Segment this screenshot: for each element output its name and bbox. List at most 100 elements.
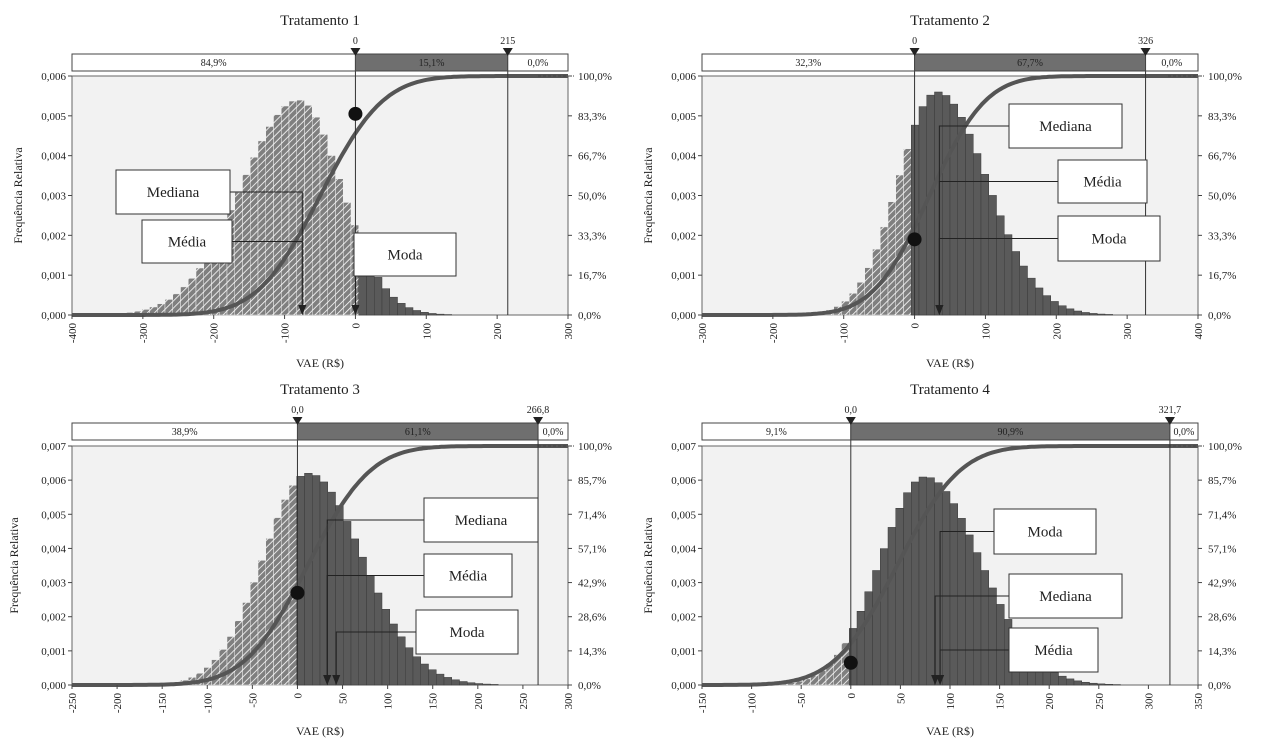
chart-title: Tratamento 3	[280, 382, 360, 398]
y-tick-label: 0,006	[41, 475, 66, 487]
band-label: 38,9%	[172, 427, 198, 438]
marker-label: 0,0	[845, 405, 858, 416]
x-tick-label: 250	[1094, 693, 1106, 710]
histogram-bar	[973, 553, 981, 685]
chart-title: Tratamento 1	[280, 13, 360, 29]
y-tick-label: 0,006	[671, 475, 696, 487]
y2-tick-label: 50,0%	[578, 191, 606, 203]
y2-tick-label: 100,0%	[1208, 441, 1242, 453]
y2-tick-label: 85,7%	[1208, 475, 1236, 487]
y-tick-label: 0,004	[41, 151, 66, 163]
annotation-label: Média	[1083, 175, 1122, 191]
histogram-bar	[305, 473, 313, 685]
cdf-point	[290, 586, 304, 600]
histogram-bar	[351, 539, 359, 685]
cdf-point	[844, 656, 858, 670]
annotation-label: Moda	[450, 625, 485, 641]
histogram-bar	[374, 277, 382, 315]
x-tick-label: 100	[383, 693, 395, 710]
histogram-bar	[1090, 313, 1098, 315]
histogram-bar	[320, 134, 328, 315]
x-tick-label: -250	[67, 693, 79, 714]
x-tick-label: -100	[280, 323, 292, 344]
histogram-bar	[942, 95, 950, 315]
histogram-bar	[421, 312, 429, 315]
y2-tick-label: 57,1%	[578, 543, 606, 555]
histogram-bar	[235, 192, 243, 315]
y-tick-label: 0,007	[41, 441, 66, 453]
y2-tick-label: 33,3%	[1208, 230, 1236, 242]
histogram-bar	[927, 95, 935, 315]
y-tick-label: 0,000	[671, 680, 696, 692]
histogram-bar	[950, 504, 958, 685]
histogram-bar	[165, 299, 173, 315]
histogram-bar	[950, 104, 958, 315]
y2-tick-label: 50,0%	[1208, 191, 1236, 203]
x-tick-label: 250	[518, 693, 530, 710]
histogram-bar	[444, 677, 452, 685]
y2-tick-label: 28,6%	[1208, 612, 1236, 624]
y-tick-label: 0,001	[41, 646, 66, 658]
x-tick-label: 150	[995, 693, 1007, 710]
histogram-bar	[942, 491, 950, 685]
histogram-bar	[989, 195, 997, 315]
histogram-bar	[1059, 676, 1067, 685]
histogram-bar	[274, 518, 282, 685]
histogram-bar	[896, 508, 904, 685]
x-axis-label: VAE (R$)	[926, 356, 974, 370]
histogram-bar	[390, 297, 398, 315]
histogram-bar	[173, 294, 181, 315]
y2-tick-label: 0,0%	[1208, 310, 1231, 322]
histogram-bar	[460, 682, 468, 685]
histogram-bar	[935, 483, 943, 685]
y-tick-label: 0,005	[671, 509, 696, 521]
marker-label: 321,7	[1159, 405, 1182, 416]
y2-tick-label: 42,9%	[578, 578, 606, 590]
y2-tick-label: 57,1%	[1208, 543, 1236, 555]
y-tick-label: 0,002	[41, 612, 66, 624]
y2-tick-label: 33,3%	[578, 230, 606, 242]
x-tick-label: 50	[338, 693, 350, 705]
band-label: 67,7%	[1017, 58, 1043, 69]
histogram-bar	[1059, 306, 1067, 315]
histogram-bar	[374, 593, 382, 685]
histogram-bar	[1028, 278, 1036, 315]
x-tick-label: -300	[697, 323, 709, 344]
x-tick-label: -100	[747, 693, 759, 714]
histogram-bar	[281, 499, 289, 685]
histogram-bar	[359, 557, 367, 685]
y-tick-label: 0,001	[41, 270, 66, 282]
x-tick-label: -100	[202, 693, 214, 714]
annotation-label: Moda	[388, 248, 423, 264]
y2-tick-label: 42,9%	[1208, 578, 1236, 590]
histogram-bar	[398, 303, 406, 315]
histogram-bar	[320, 482, 328, 685]
histogram-bar	[865, 592, 873, 685]
x-tick-label: 200	[473, 693, 485, 710]
histogram-bar	[343, 521, 351, 685]
band-label: 15,1%	[419, 58, 445, 69]
y2-tick-label: 0,0%	[578, 680, 601, 692]
y-tick-label: 0,002	[41, 230, 66, 242]
annotation-label: Mediana	[147, 185, 200, 201]
histogram-bar	[421, 664, 429, 685]
histogram-bar	[1020, 266, 1028, 315]
y2-tick-label: 0,0%	[578, 310, 601, 322]
x-tick-label: 0	[846, 693, 858, 699]
y-tick-label: 0,002	[671, 230, 696, 242]
x-tick-label: -150	[157, 693, 169, 714]
y2-tick-label: 16,7%	[578, 270, 606, 282]
histogram-bar	[266, 126, 274, 315]
histogram-bar	[1082, 682, 1090, 685]
x-tick-label: -200	[768, 323, 780, 344]
histogram-bar	[919, 477, 927, 685]
x-tick-label: 300	[563, 693, 575, 710]
x-axis-label: VAE (R$)	[296, 356, 344, 370]
histogram-bar	[981, 174, 989, 315]
histogram-bar	[1074, 311, 1082, 315]
histogram-bar	[873, 570, 881, 685]
y2-tick-label: 16,7%	[1208, 270, 1236, 282]
y2-tick-label: 83,3%	[578, 111, 606, 123]
x-tick-label: 200	[1044, 693, 1056, 710]
y2-tick-label: 71,4%	[1208, 509, 1236, 521]
